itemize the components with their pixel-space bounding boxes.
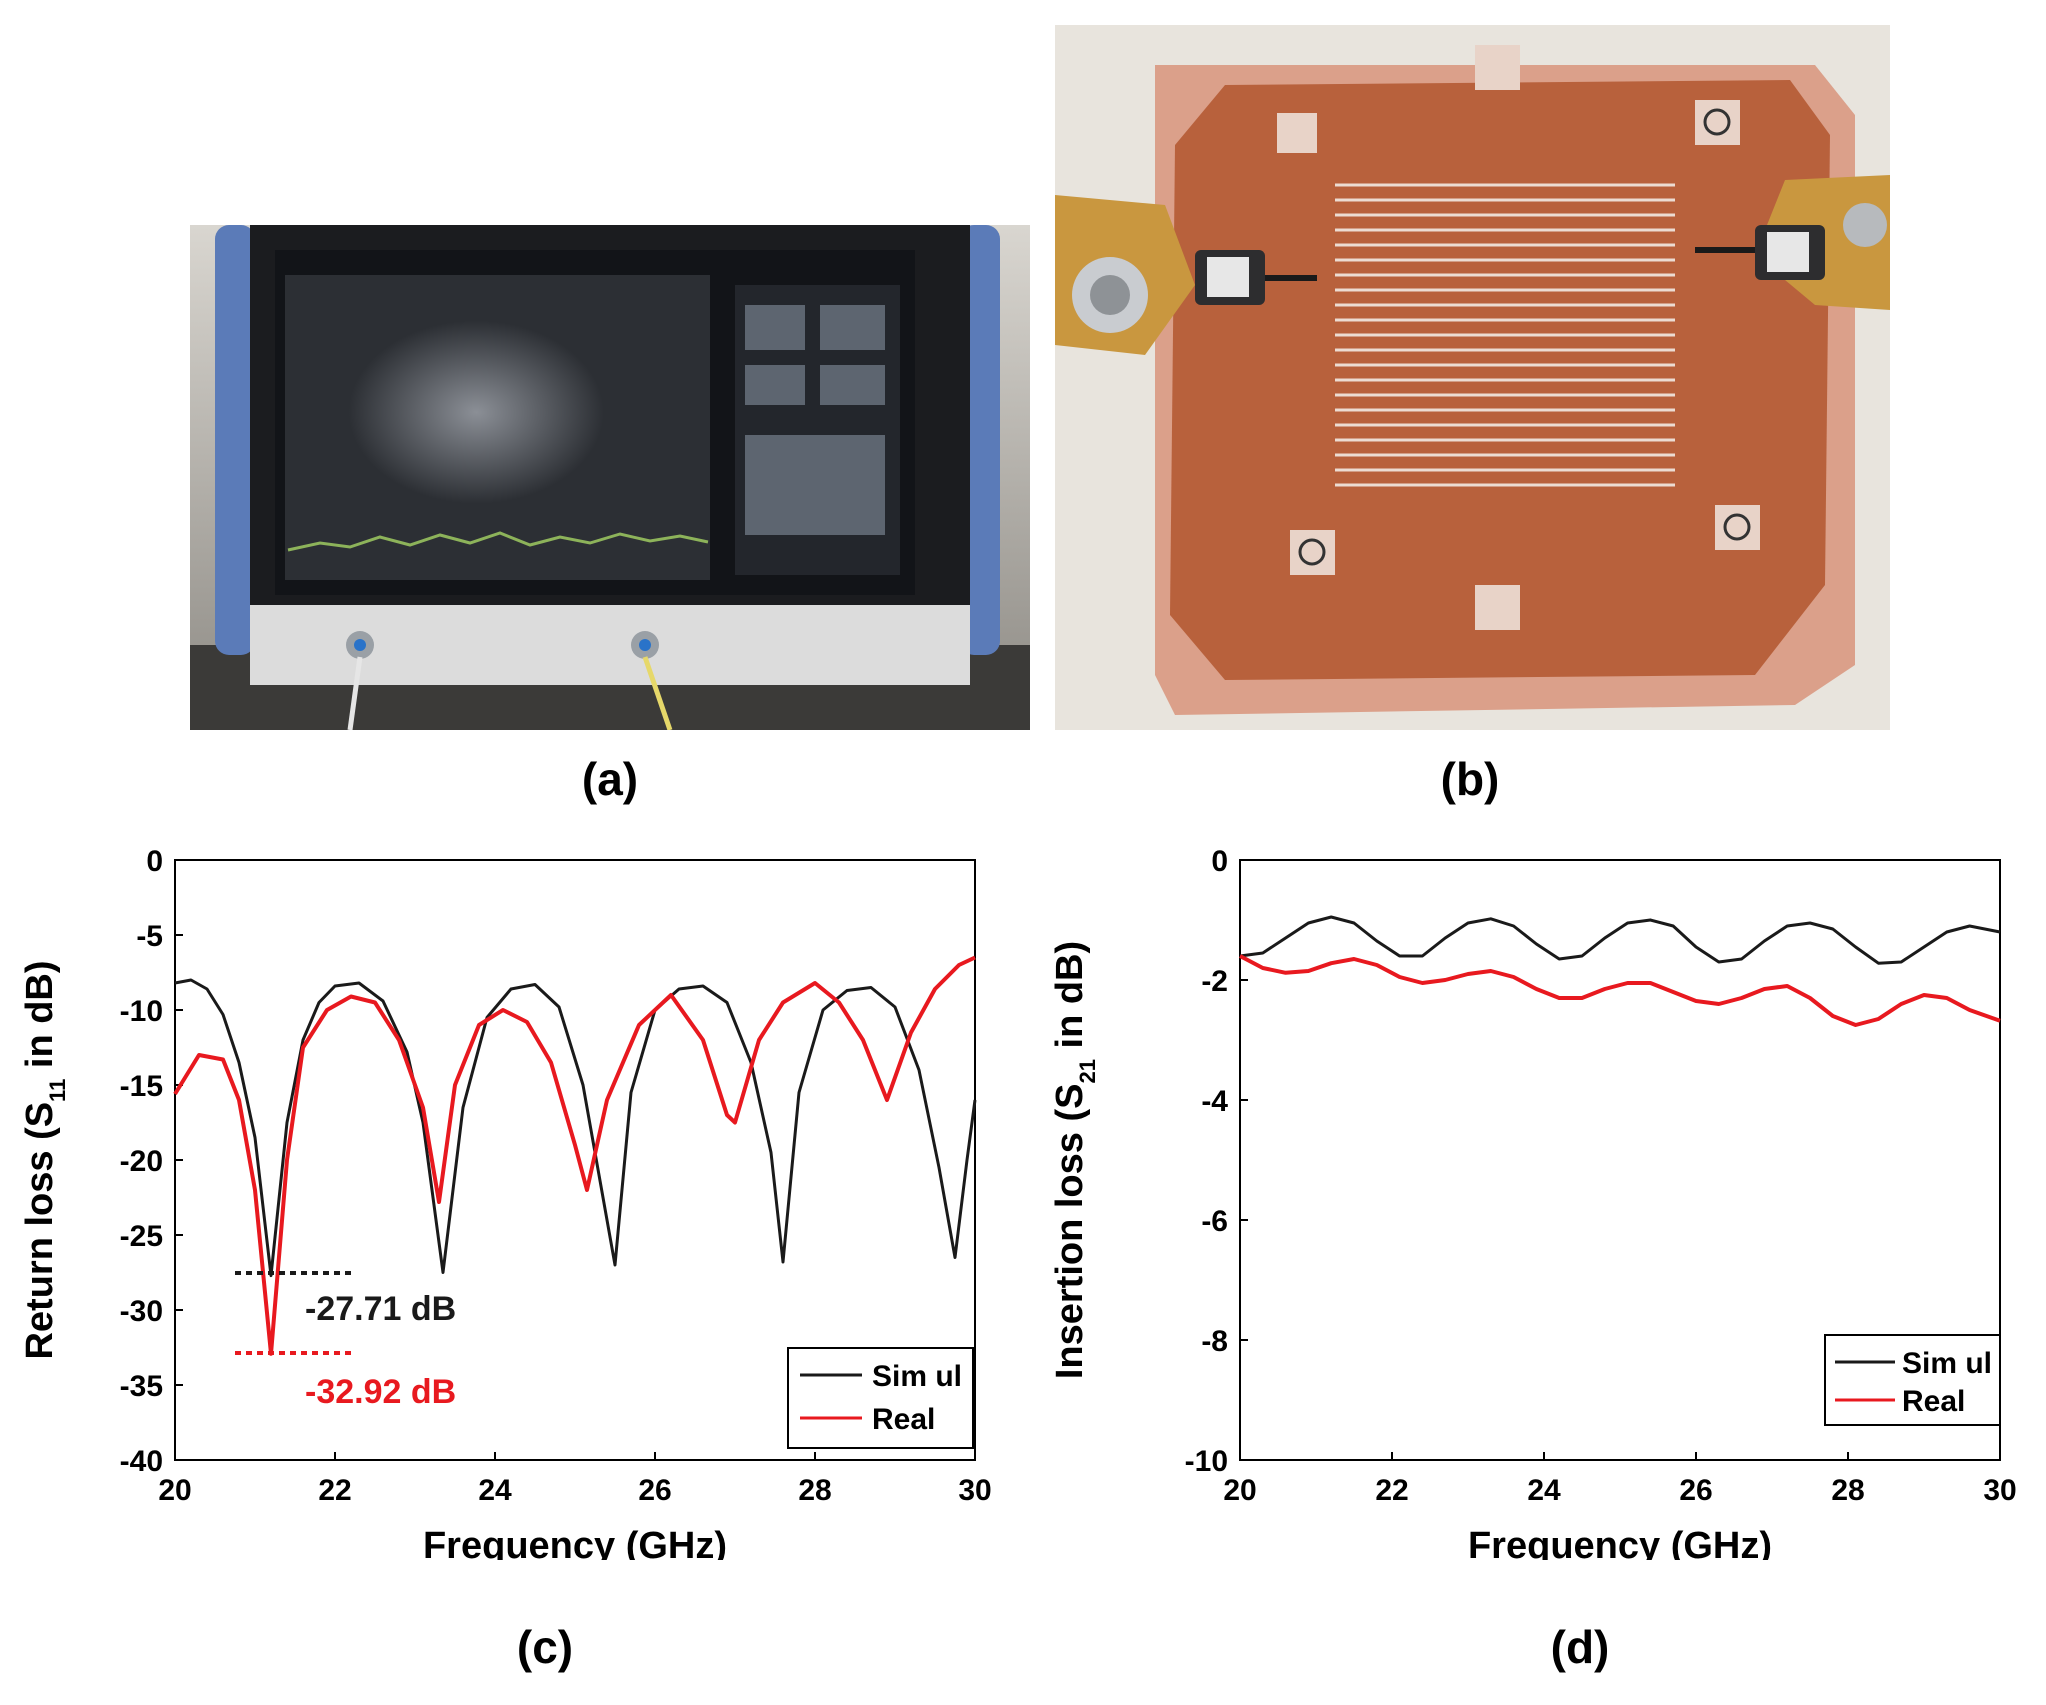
x-tick-label: 22 <box>318 1474 351 1507</box>
series-line-real <box>173 955 976 1356</box>
annotation-simul: -27.71 dB <box>305 1290 456 1328</box>
legend-label-real: Real <box>872 1403 935 1436</box>
x-tick-label: 20 <box>158 1474 191 1507</box>
y-tick-label: -40 <box>120 1445 163 1478</box>
annotation-real: -32.92 dB <box>305 1373 456 1411</box>
legend: Sim ul Real <box>1824 1334 2001 1426</box>
y-tick-label: -5 <box>136 920 163 953</box>
y-tick-label: -35 <box>120 1370 163 1403</box>
x-tick-label: 22 <box>1375 1474 1408 1507</box>
legend: Sim ul Real <box>787 1347 974 1449</box>
insertion-loss-chart: 0 -2 -4 -6 -8 -10 20 22 24 26 28 30 Sim ul Real Fr… <box>1049 845 2017 1560</box>
y-tick-label: -10 <box>1185 1445 1228 1478</box>
x-tick-label: 30 <box>1983 1474 2016 1507</box>
series-line-real <box>1239 954 2001 1027</box>
panel-label-a: (a) <box>581 753 639 805</box>
photo-pcb <box>1055 25 1890 730</box>
y-tick-label: -15 <box>120 1070 163 1103</box>
panel-label-b: (b) <box>1440 753 1500 805</box>
y-tick-label: 0 <box>1211 845 1228 878</box>
legend-label-simul: Sim ul <box>872 1360 962 1393</box>
return-loss-chart: 0 -5 -10 -15 -20 -25 -30 -35 -40 20 22 24 26 28 30 -2… <box>19 845 992 1560</box>
y-tick-label: -25 <box>120 1220 163 1253</box>
panel-label-d: (d) <box>1550 1621 1610 1673</box>
y-tick-label: -20 <box>120 1145 163 1178</box>
x-tick-label: 28 <box>1831 1474 1864 1507</box>
y-axis-label: Return loss (S11 in dB) <box>19 960 70 1359</box>
x-tick-label: 24 <box>1527 1474 1561 1507</box>
pcb-illustration <box>1055 25 1890 730</box>
x-tick-label: 26 <box>1679 1474 1712 1507</box>
legend-label-real: Real <box>1902 1385 1965 1418</box>
vna-illustration <box>190 225 1030 731</box>
photo-vna <box>190 225 1030 731</box>
x-tick-label: 30 <box>958 1474 991 1507</box>
y-tick-label: -6 <box>1201 1205 1228 1238</box>
y-tick-label: 0 <box>146 845 163 878</box>
panel-label-c: (c) <box>516 1621 574 1673</box>
y-tick-label: -10 <box>120 995 163 1028</box>
y-tick-label: -2 <box>1201 965 1228 998</box>
series-line-simul <box>1239 915 2001 965</box>
y-tick-label: -30 <box>120 1295 163 1328</box>
x-tick-label: 26 <box>638 1474 671 1507</box>
legend-label-simul: Sim ul <box>1902 1347 1992 1380</box>
x-tick-label: 28 <box>798 1474 831 1507</box>
y-axis-label: Insertion loss (S21 in dB) <box>1049 941 1100 1379</box>
x-axis-label: Frequency (GHz) <box>423 1525 727 1560</box>
y-tick-label: -8 <box>1201 1325 1228 1358</box>
x-tick-label: 24 <box>478 1474 512 1507</box>
series-line-simul <box>174 978 977 1278</box>
x-tick-label: 20 <box>1223 1474 1256 1507</box>
y-tick-label: -4 <box>1201 1085 1228 1118</box>
x-axis-label: Frequency (GHz) <box>1468 1525 1772 1560</box>
